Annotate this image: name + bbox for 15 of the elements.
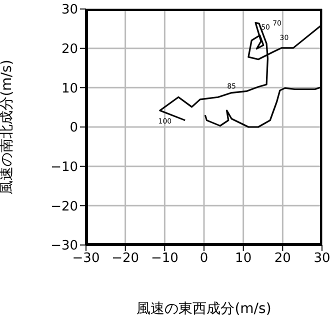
y-tick-label: 20 bbox=[61, 42, 78, 57]
x-tick-label: 20 bbox=[274, 251, 291, 266]
y-tick-label: 0 bbox=[70, 120, 78, 136]
x-tick-label: −30 bbox=[72, 251, 100, 266]
y-tick-label: 30 bbox=[61, 2, 78, 18]
x-tick-label: 30 bbox=[314, 251, 330, 266]
x-tick-label: −20 bbox=[112, 251, 140, 266]
y-tick-label: −10 bbox=[50, 160, 78, 175]
y-tick-label: 10 bbox=[61, 81, 78, 96]
y-tick-label: −20 bbox=[50, 199, 78, 214]
x-tick-label: −10 bbox=[150, 251, 178, 266]
x-axis-title: 風速の東西成分(m/s) bbox=[136, 301, 272, 317]
x-tick-label: 0 bbox=[200, 251, 208, 266]
x-tick-label: 10 bbox=[235, 251, 252, 266]
y-tick-label: −30 bbox=[50, 238, 78, 254]
